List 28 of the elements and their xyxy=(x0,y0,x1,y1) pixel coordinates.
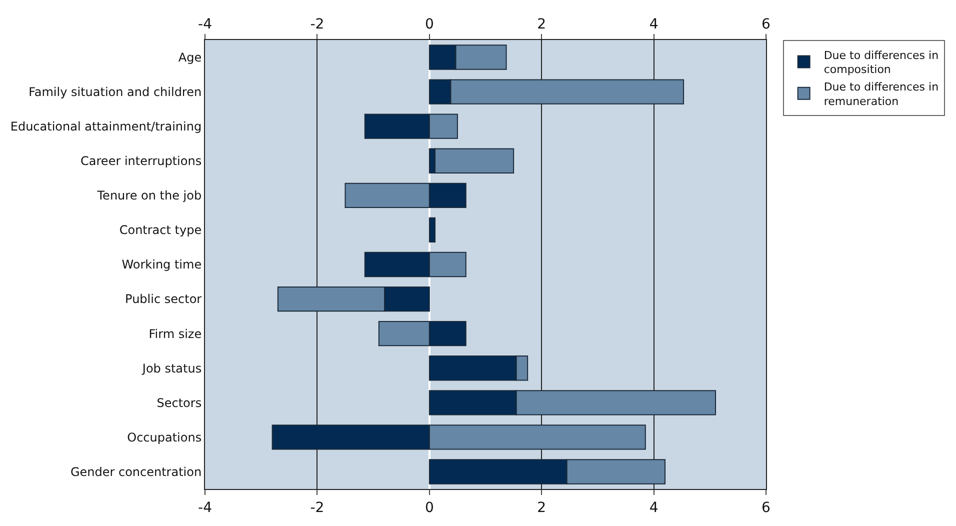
y-tick-label: Educational attainment/training xyxy=(10,120,202,134)
bar xyxy=(428,217,436,243)
y-tick-label: Public sector xyxy=(125,292,202,306)
x2-tick-label: 4 xyxy=(649,500,658,516)
legend-label: Due to differences in composition xyxy=(824,48,939,76)
x2-tick-label: 6 xyxy=(762,500,771,516)
y-tick-label: Gender concentration xyxy=(70,464,202,479)
x2-tick-label: -2 xyxy=(310,500,324,516)
legend-label: Due to differences in remuneration xyxy=(824,80,939,108)
y-tick-label: Firm size xyxy=(148,326,202,341)
y-tick-label: Working time xyxy=(122,258,202,272)
x2-tick-label: -4 xyxy=(198,500,212,516)
y-tick-label: Age xyxy=(178,50,202,64)
y-tick-label: Career interruptions xyxy=(80,154,202,168)
y-tick-label: Family situation and children xyxy=(28,85,202,100)
y-tick-label: Sectors xyxy=(156,396,202,410)
y-tick-label: Occupations xyxy=(127,430,202,444)
x2-tick-label: 0 xyxy=(424,500,434,516)
x-tick-label: 4 xyxy=(649,16,658,32)
x-tick-label: -4 xyxy=(198,16,212,32)
y-tick-label: Tenure on the job xyxy=(96,188,202,203)
x-tick-label: 6 xyxy=(762,16,771,32)
x-tick-label: 2 xyxy=(537,16,546,32)
x-tick-label: 0 xyxy=(424,16,434,32)
y-tick-label: Job status xyxy=(141,361,202,376)
x-tick-label: -2 xyxy=(310,16,324,32)
x2-tick-label: 2 xyxy=(537,500,546,516)
y-tick-label: Contract type xyxy=(119,223,202,238)
